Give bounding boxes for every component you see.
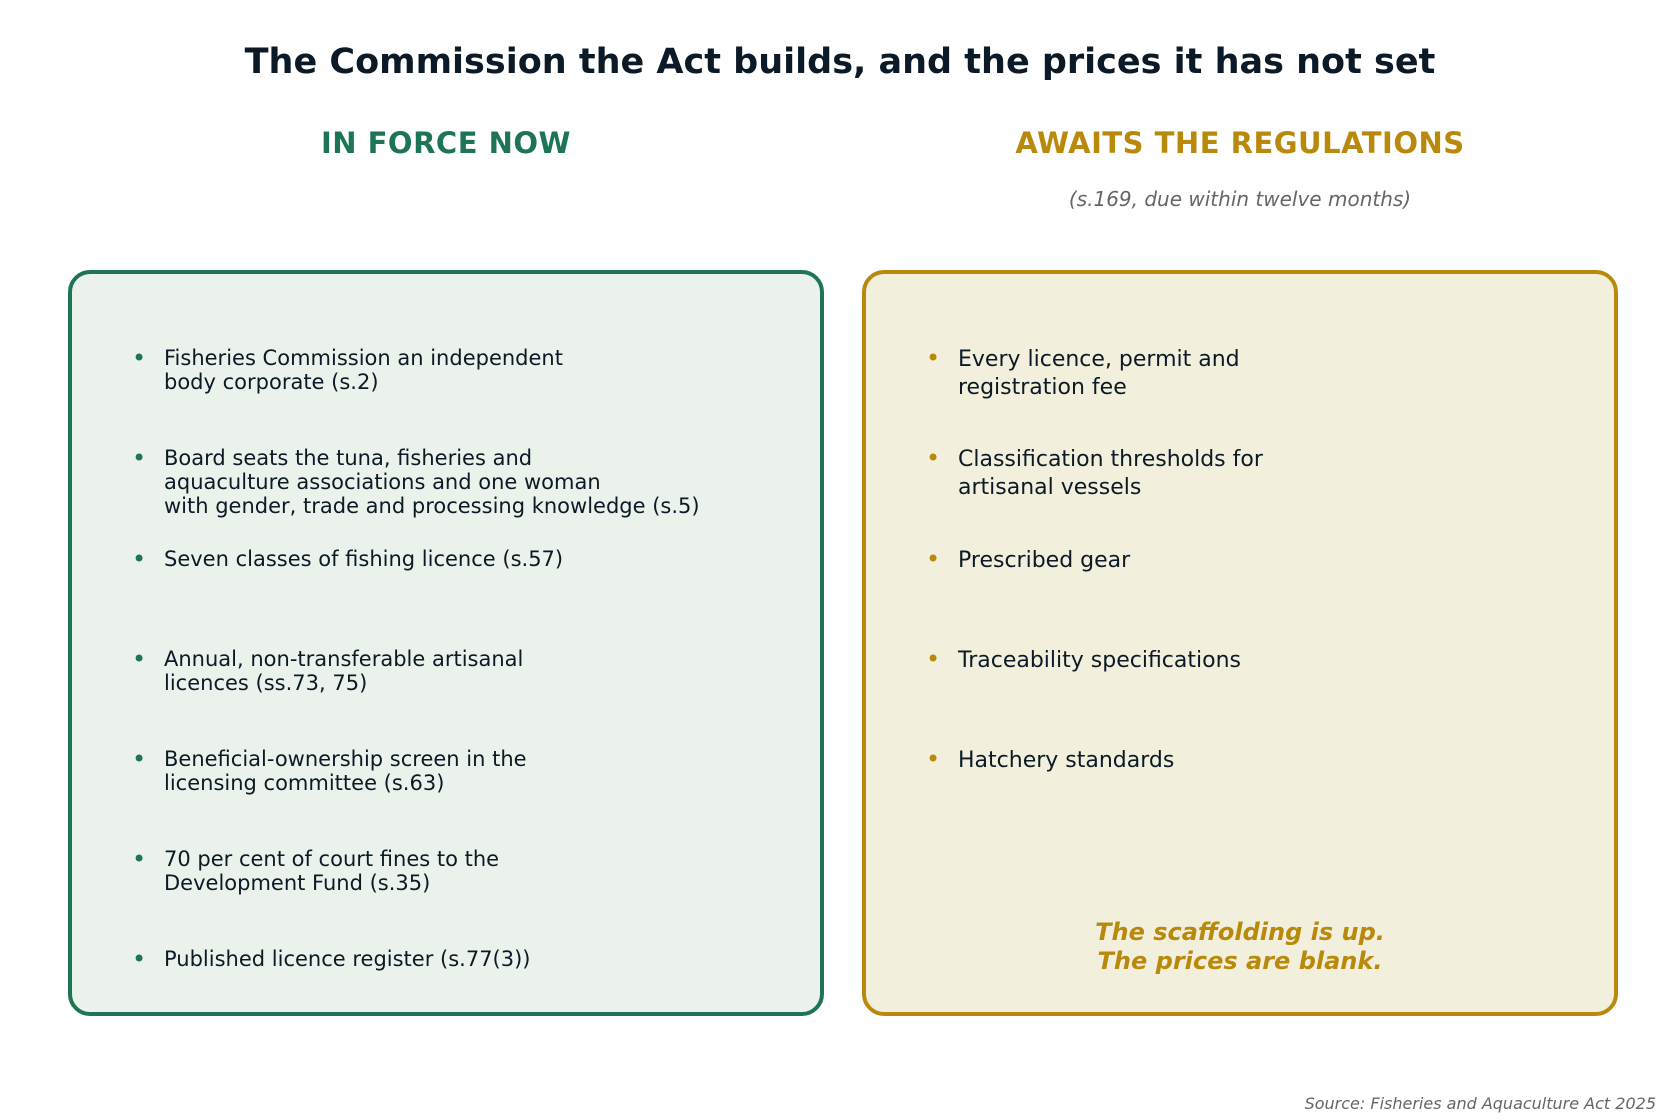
bullet-icon: • [926, 745, 941, 773]
list-item-text: Fisheries Commission an independent body… [164, 346, 563, 394]
list-item-text: Classification thresholds for artisanal … [958, 447, 1263, 500]
bullet-icon: • [926, 444, 941, 472]
page-title: The Commission the Act builds, and the p… [244, 42, 1436, 82]
awaits-heading: AWAITS THE REGULATIONS [1015, 126, 1465, 160]
list-item-text: Published licence register (s.77(3)) [164, 947, 531, 971]
closing-note: The scaffolding is up. The prices are bl… [1095, 918, 1385, 975]
list-item-text: 70 per cent of court fines to the Develo… [164, 847, 500, 895]
in-force-panel: • Fisheries Commission an independent bo… [68, 270, 824, 1016]
in-force-heading: IN FORCE NOW [320, 126, 572, 160]
bullet-icon: • [926, 545, 941, 573]
list-item-text: Prescribed gear [958, 548, 1131, 573]
list-item-text: Seven classes of fishing licence (s.57) [164, 547, 564, 571]
awaits-panel: • Every licence, permit and registration… [862, 270, 1618, 1016]
bullet-icon: • [132, 945, 147, 973]
list-item-text: Beneficial-ownership screen in the licen… [164, 747, 527, 795]
bullet-icon: • [132, 545, 147, 573]
list-item-text: Board seats the tuna, fisheries and aqua… [164, 446, 700, 518]
list-item-text: Hatchery standards [958, 748, 1175, 773]
bullet-icon: • [132, 444, 147, 472]
bullet-icon: • [132, 344, 147, 372]
bullet-icon: • [132, 845, 147, 873]
source-note: Source: Fisheries and Aquaculture Act 20… [1304, 1094, 1656, 1113]
list-item-text: Annual, non-transferable artisanal licen… [164, 647, 524, 695]
bullet-icon: • [132, 745, 147, 773]
awaits-subheading: (s.169, due within twelve months) [1068, 187, 1412, 211]
bullet-icon: • [926, 645, 941, 673]
bullet-icon: • [926, 344, 941, 372]
list-item-text: Every licence, permit and registration f… [958, 347, 1240, 400]
bullet-icon: • [132, 645, 147, 673]
list-item-text: Traceability specifications [958, 648, 1241, 673]
